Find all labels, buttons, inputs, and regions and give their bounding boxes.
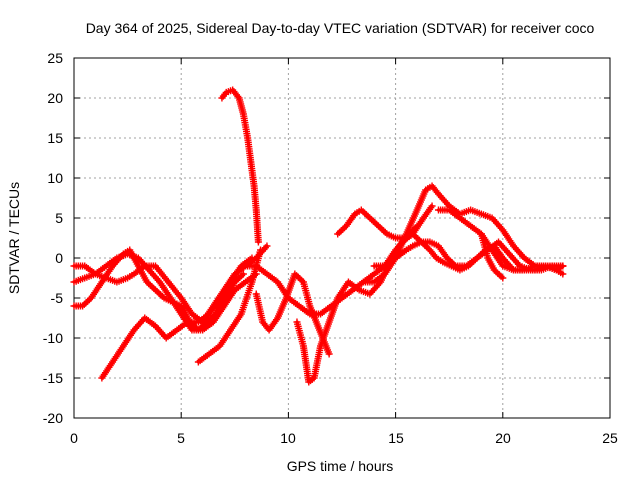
y-tick-label: 5 xyxy=(55,210,63,226)
data-point xyxy=(428,202,436,210)
x-axis-label: GPS time / hours xyxy=(287,458,394,474)
x-tick-label: 10 xyxy=(280,430,296,446)
x-tick-label: 25 xyxy=(602,430,618,446)
data-point xyxy=(254,238,262,246)
data-point xyxy=(559,270,567,278)
plot-frame xyxy=(73,57,611,419)
series-trace-2 xyxy=(70,250,260,334)
x-tick-label: 5 xyxy=(177,430,185,446)
y-tick-label: -5 xyxy=(51,290,64,306)
series-trace-5 xyxy=(194,246,265,366)
series-line xyxy=(100,256,254,380)
data-point xyxy=(413,222,421,230)
data-point xyxy=(248,254,256,262)
series-layer xyxy=(70,86,567,386)
grid-lines xyxy=(74,58,610,418)
x-tick-label: 0 xyxy=(70,430,78,446)
series-trace-13 xyxy=(434,206,567,274)
y-tick-label: 0 xyxy=(55,250,63,266)
axis-ticks xyxy=(73,57,611,419)
data-point xyxy=(239,270,247,278)
chart-title: Day 364 of 2025, Sidereal Day-to-day VTE… xyxy=(86,20,595,36)
y-axis-label: SDTVAR / TECUs xyxy=(6,182,22,294)
data-point xyxy=(325,350,333,358)
data-point xyxy=(559,262,567,270)
series-trace-3 xyxy=(70,246,247,334)
x-tick-label: 20 xyxy=(495,430,511,446)
y-tick-label: -10 xyxy=(43,330,63,346)
x-tick-label: 15 xyxy=(388,430,404,446)
data-point xyxy=(499,274,507,282)
series-trace-6 xyxy=(218,86,262,246)
y-tick-label: 25 xyxy=(47,50,63,66)
data-point xyxy=(263,242,271,250)
y-tick-label: -20 xyxy=(43,410,63,426)
series-trace-4 xyxy=(98,254,256,382)
y-tick-label: 15 xyxy=(47,130,63,146)
data-point xyxy=(234,92,242,100)
y-tick-label: 10 xyxy=(47,170,63,186)
y-tick-label: -15 xyxy=(43,370,63,386)
series-trace-14 xyxy=(477,230,507,282)
y-tick-label: 20 xyxy=(47,90,63,106)
data-point xyxy=(257,246,265,254)
